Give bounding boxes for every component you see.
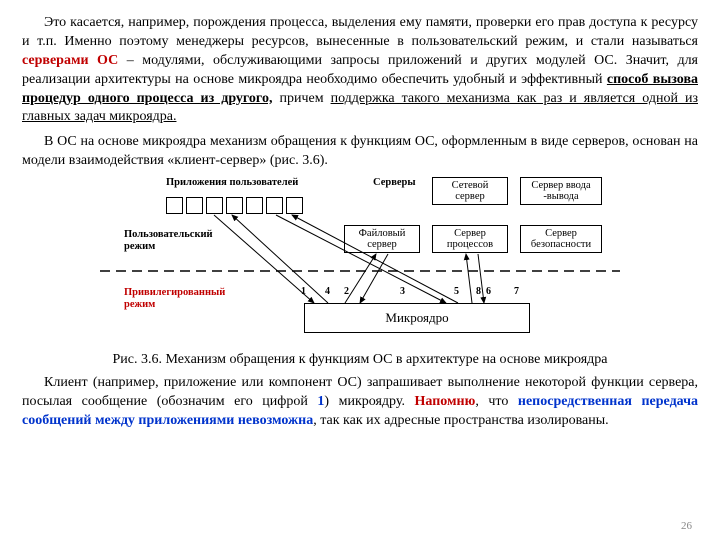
- msg-num: 6: [486, 285, 491, 299]
- text: , так как их адресные пространства изоли…: [313, 413, 608, 428]
- box-sec-server: Сервер безопасности: [520, 225, 602, 253]
- text: Это касается, например, порождения проце…: [22, 15, 698, 49]
- para-2: В ОС на основе микроядра механизм обраще…: [22, 133, 698, 171]
- box-microkernel: Микроядро: [304, 303, 530, 333]
- msg-num: 8: [476, 285, 481, 299]
- app-square: [266, 197, 283, 214]
- label-user-apps: Приложения пользователей: [166, 177, 298, 189]
- term-remind: Напомню: [415, 394, 476, 409]
- msg-num: 3: [400, 285, 405, 299]
- para-3: Клиент (например, приложение или компоне…: [22, 374, 698, 431]
- app-square: [286, 197, 303, 214]
- label-servers: Серверы: [373, 177, 416, 189]
- diagram-microkernel: Приложения пользователей Серверы Сетевой…: [100, 177, 620, 345]
- box-net-server: Сетевой сервер: [432, 177, 508, 205]
- msg-num: 2: [344, 285, 349, 299]
- app-square: [206, 197, 223, 214]
- app-square: [166, 197, 183, 214]
- msg-num: 4: [325, 285, 330, 299]
- box-proc-server: Сервер процессов: [432, 225, 508, 253]
- text: – модулями, обслуживающими запросы прило…: [22, 53, 698, 87]
- label-user-mode: Пользовательский режим: [124, 229, 213, 252]
- box-io-server: Сервер ввода -вывода: [520, 177, 602, 205]
- app-square: [226, 197, 243, 214]
- label-priv-mode: Привилегированный режим: [124, 287, 225, 310]
- text: , что: [475, 394, 518, 409]
- page-number: 26: [681, 519, 692, 534]
- para-1: Это касается, например, порождения проце…: [22, 14, 698, 127]
- text: ) микроядру.: [324, 394, 414, 409]
- text: причем: [272, 91, 330, 106]
- term-servers-os: серверами ОС: [22, 53, 118, 68]
- msg-num: 7: [514, 285, 519, 299]
- msg-num: 1: [301, 285, 306, 299]
- box-file-server: Файловый сервер: [344, 225, 420, 253]
- msg-num: 5: [454, 285, 459, 299]
- app-square: [246, 197, 263, 214]
- app-square: [186, 197, 203, 214]
- figure-caption: Рис. 3.6. Механизм обращения к функциям …: [22, 351, 698, 370]
